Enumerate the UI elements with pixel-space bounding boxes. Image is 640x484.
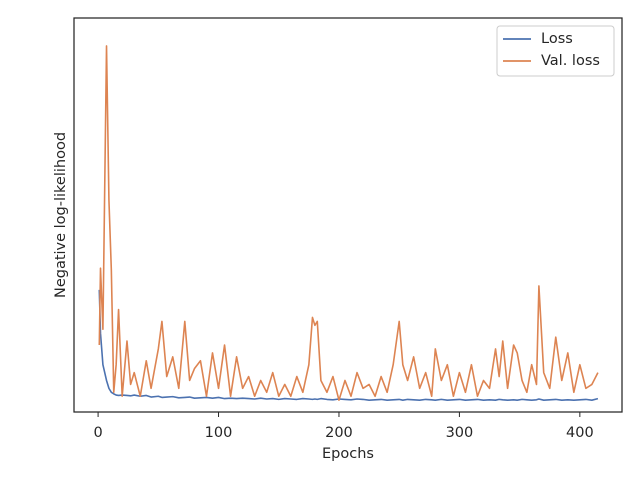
x-tick-label: 300 xyxy=(446,425,474,441)
plot-frame xyxy=(73,17,623,413)
legend-label: Val. loss xyxy=(541,53,600,69)
y-axis-label: Negative log-likelihood xyxy=(53,132,69,298)
plot-area xyxy=(74,18,622,412)
x-tick-label: 100 xyxy=(205,425,233,441)
series-line xyxy=(98,289,599,401)
legend-label: Loss xyxy=(541,31,573,47)
series-line xyxy=(98,45,599,401)
x-tick-label: 0 xyxy=(93,425,102,441)
x-tick-label: 400 xyxy=(566,425,594,441)
legend: Loss Val. loss xyxy=(496,25,615,77)
x-axis-label: Epochs xyxy=(322,446,374,462)
x-tick-label: 200 xyxy=(325,425,353,441)
